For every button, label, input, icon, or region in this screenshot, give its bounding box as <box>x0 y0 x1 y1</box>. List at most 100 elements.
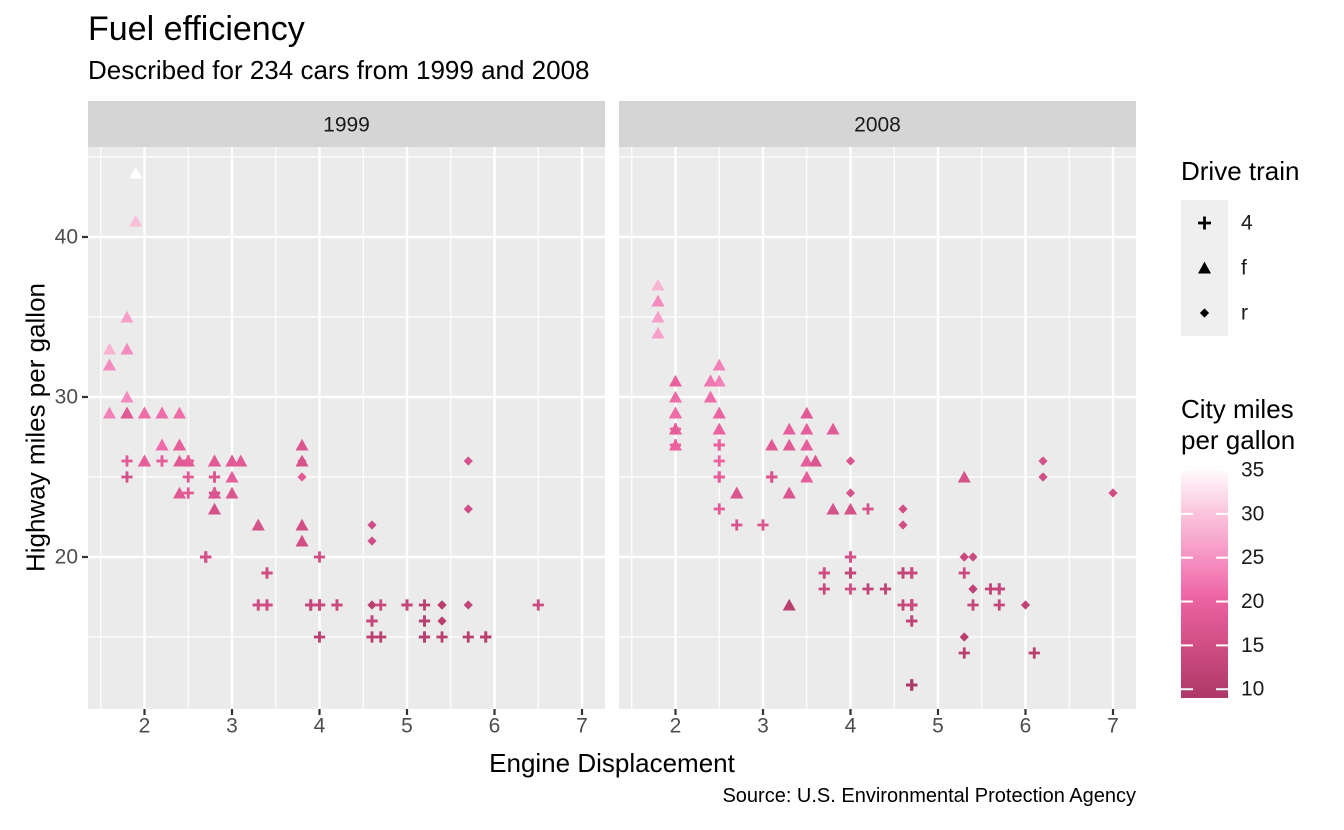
color-legend-title-line2: per gallon <box>1181 425 1296 455</box>
facet-strip-label: 2008 <box>854 114 901 137</box>
data-point <box>138 454 151 467</box>
plus-icon <box>993 599 1005 611</box>
data-point <box>968 552 978 562</box>
triangle-icon <box>138 406 151 419</box>
plus-icon <box>958 647 970 659</box>
triangle-icon <box>651 294 665 307</box>
data-point <box>1028 647 1040 659</box>
data-point <box>968 584 978 594</box>
data-point <box>959 632 969 642</box>
triangle-icon <box>730 486 744 499</box>
y-tick-label: 20 <box>55 546 78 569</box>
triangle-icon <box>120 310 134 323</box>
diamond-icon <box>959 552 969 562</box>
data-point <box>906 679 918 691</box>
triangle-icon <box>712 358 726 371</box>
color-legend: 10 15 20 25 30 35 <box>1181 459 1264 701</box>
data-point <box>818 567 830 579</box>
color-legend-title-line1: City miles <box>1181 394 1294 424</box>
data-point <box>712 406 726 419</box>
data-point <box>436 631 448 643</box>
plus-icon <box>731 519 743 531</box>
data-point <box>367 600 377 610</box>
triangle-icon <box>669 422 682 435</box>
colorbar-tick-label: 30 <box>1241 502 1264 525</box>
data-point <box>1038 456 1048 466</box>
data-point <box>295 454 309 467</box>
data-point <box>1038 472 1048 482</box>
plus-icon <box>713 455 725 467</box>
triangle-icon <box>712 422 726 435</box>
x-tick-label: 4 <box>314 715 326 738</box>
data-point <box>845 456 856 466</box>
data-point <box>651 326 665 339</box>
plus-icon <box>532 599 544 611</box>
source-caption: Source: U.S. Environmental Protection Ag… <box>722 785 1136 807</box>
plus-icon <box>313 599 326 611</box>
data-point <box>297 472 307 482</box>
data-point <box>375 631 387 643</box>
data-point <box>712 374 726 387</box>
data-point <box>480 631 492 643</box>
triangle-icon <box>129 166 143 179</box>
data-point <box>313 551 326 563</box>
triangle-icon <box>704 390 717 403</box>
diamond-icon <box>437 600 447 610</box>
x-tick-label: 7 <box>1107 715 1119 738</box>
data-point <box>295 518 309 531</box>
triangle-icon <box>103 406 116 419</box>
triangle-icon <box>669 438 682 451</box>
data-point <box>731 519 743 531</box>
panel-background <box>88 147 605 709</box>
triangle-icon <box>651 310 665 323</box>
triangle-icon <box>782 438 796 451</box>
data-point <box>713 455 725 467</box>
plus-icon <box>121 471 133 483</box>
data-point <box>367 520 377 530</box>
plus-icon <box>462 631 474 643</box>
triangle-icon <box>173 454 186 467</box>
triangle-icon <box>782 422 796 435</box>
data-point <box>906 599 918 611</box>
data-point <box>713 471 725 483</box>
diamond-icon <box>845 488 856 498</box>
colorbar-tick-label: 25 <box>1241 546 1264 569</box>
plus-icon <box>401 599 413 611</box>
plus-icon <box>182 471 194 483</box>
triangle-icon <box>800 438 814 451</box>
plus-icon <box>366 615 378 627</box>
data-point <box>957 470 971 483</box>
x-tick-label: 3 <box>757 715 769 738</box>
x-tick-label: 5 <box>932 715 944 738</box>
data-point <box>156 455 168 467</box>
data-point <box>437 600 447 610</box>
triangle-icon <box>155 406 169 419</box>
x-tick-label: 2 <box>139 715 151 738</box>
data-point <box>129 214 143 227</box>
data-point <box>845 488 856 498</box>
plus-icon <box>906 615 918 627</box>
plus-icon <box>879 583 892 595</box>
plus-icon <box>200 551 212 563</box>
plus-icon <box>713 439 725 451</box>
data-point <box>437 616 447 626</box>
data-point <box>366 615 378 627</box>
triangle-icon <box>669 374 682 387</box>
data-point <box>906 615 918 627</box>
data-point <box>155 406 169 419</box>
plus-icon <box>1028 647 1040 659</box>
data-point <box>844 567 857 579</box>
colorbar <box>1181 466 1228 698</box>
data-point <box>844 502 857 515</box>
data-point <box>120 390 134 403</box>
data-point <box>782 422 796 435</box>
x-tick-label: 7 <box>576 715 588 738</box>
shape-legend-label: r <box>1241 302 1248 325</box>
data-point <box>121 455 133 467</box>
diamond-icon <box>845 456 856 466</box>
data-point <box>129 166 143 179</box>
data-point <box>182 455 194 467</box>
plus-icon <box>844 567 857 579</box>
data-point <box>897 567 909 579</box>
